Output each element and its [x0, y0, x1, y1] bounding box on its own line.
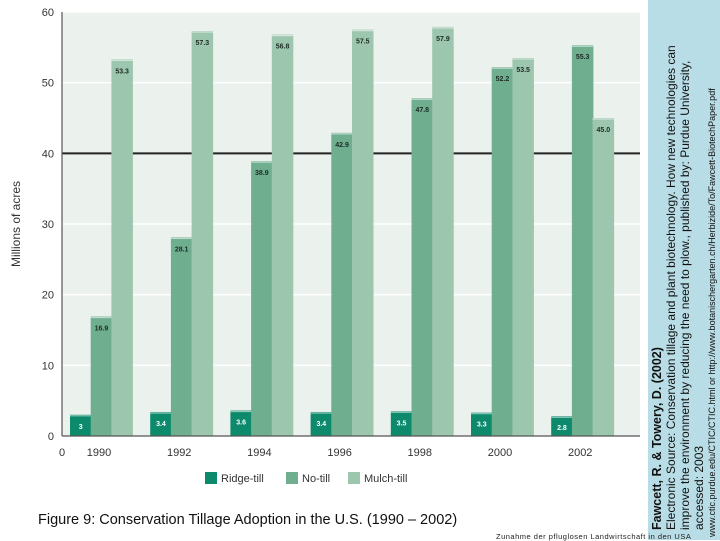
bar-ridge-till-2002	[551, 416, 573, 436]
citation-panel: Fawcett, R. & Towery, D. (2002) Electron…	[648, 0, 720, 540]
legend-swatch	[348, 472, 360, 484]
y-axis-label: Millions of acres	[9, 181, 23, 267]
bar-ridge-till-2000	[471, 412, 493, 436]
bar-value-label: 57.5	[356, 39, 370, 46]
bar-no-till-1996	[331, 132, 353, 436]
citation-author: Fawcett, R. & Towery, D. (2002)	[650, 347, 664, 530]
x-tick-label: 2000	[488, 447, 512, 459]
bar-value-label: 3.6	[236, 420, 246, 427]
bar-mulch-till-1990	[111, 59, 133, 436]
citation-line-1: Electronic Source: Conservation tillage …	[664, 45, 678, 530]
bar-value-label: 3.4	[156, 421, 166, 428]
x-tick-label: 1998	[408, 447, 432, 459]
bar-value-label: 52.2	[496, 76, 510, 83]
y-tick-label: 40	[42, 148, 54, 160]
bar-value-label: 47.8	[415, 107, 429, 114]
bar-mulch-till-2000	[512, 57, 534, 436]
bar-value-label: 53.5	[516, 67, 530, 74]
bar-no-till-1998	[411, 98, 433, 437]
bar-no-till-1990	[90, 316, 113, 436]
citation-url[interactable]: www.ctic.purdue.edu/CTIC/CTIC.html or ht…	[707, 88, 717, 537]
x-tick-label: 1992	[167, 447, 191, 459]
bar-value-label: 57.3	[196, 40, 210, 47]
bar-value-label: 3.3	[477, 422, 487, 429]
bar-ridge-till-1996	[310, 411, 333, 436]
legend-swatch	[286, 472, 298, 484]
bar-no-till-2000	[491, 67, 514, 437]
figure-caption: Figure 9: Conservation Tillage Adoption …	[38, 512, 458, 528]
bar-value-label: 3.5	[397, 420, 407, 427]
bar-ridge-till-1994	[230, 410, 252, 436]
y-tick-label: 0	[48, 431, 54, 443]
x-tick-zero: 0	[59, 447, 65, 459]
y-tick-label: 50	[42, 78, 54, 90]
citation-line-2: improve the environment by reducing the …	[678, 60, 692, 530]
bar-value-label: 38.9	[255, 170, 269, 177]
bar-value-label: 42.9	[335, 142, 349, 149]
bar-mulch-till-1996	[352, 29, 374, 437]
legend-label: Mulch-till	[364, 473, 407, 485]
bar-chart: 0 10 20 30 40 50 60 3 16.9 53.3 1990 3.4 28.1 57.3 199…	[9, 7, 640, 485]
bar-value-label: 57.9	[436, 36, 450, 43]
x-tick-label: 1996	[327, 447, 351, 459]
y-tick-label: 60	[42, 7, 54, 19]
bar-ridge-till-1992	[150, 411, 172, 436]
bar-no-till-1992	[170, 237, 193, 436]
bar-mulch-till-1992	[191, 31, 214, 437]
bar-value-label: 53.3	[115, 68, 129, 75]
citation-line-3: accessed: 2003	[692, 445, 706, 530]
y-tick-label: 20	[42, 290, 54, 302]
bar-value-label: 16.9	[95, 326, 109, 333]
bar-mulch-till-1994	[271, 34, 294, 436]
bar-value-label: 55.3	[576, 54, 590, 61]
bar-value-label: 28.1	[175, 246, 189, 253]
bar-value-label: 56.8	[276, 44, 290, 51]
y-tick-label: 30	[42, 219, 54, 231]
x-tick-label: 2002	[568, 447, 592, 459]
legend-label: No-till	[302, 473, 330, 485]
bar-ridge-till-1990	[70, 414, 92, 436]
bar-no-till-1994	[251, 161, 273, 436]
legend-label: Ridge-till	[221, 473, 264, 485]
footer-note: Zunahme der pfluglosen Landwirtschaft in…	[496, 532, 692, 541]
x-tick-label: 1990	[87, 447, 111, 459]
bar-value-label: 3	[79, 424, 83, 431]
bar-ridge-till-1998	[390, 411, 413, 436]
bar-mulch-till-1998	[432, 26, 454, 437]
bar-value-label: 2.8	[557, 425, 567, 432]
legend-swatch	[205, 472, 217, 484]
y-tick-label: 10	[42, 360, 54, 372]
bar-value-label: 3.4	[316, 421, 326, 428]
bar-mulch-till-2002	[592, 118, 615, 436]
bar-no-till-2002	[571, 45, 594, 437]
x-tick-label: 1994	[247, 447, 271, 459]
bar-value-label: 45.0	[597, 127, 611, 134]
